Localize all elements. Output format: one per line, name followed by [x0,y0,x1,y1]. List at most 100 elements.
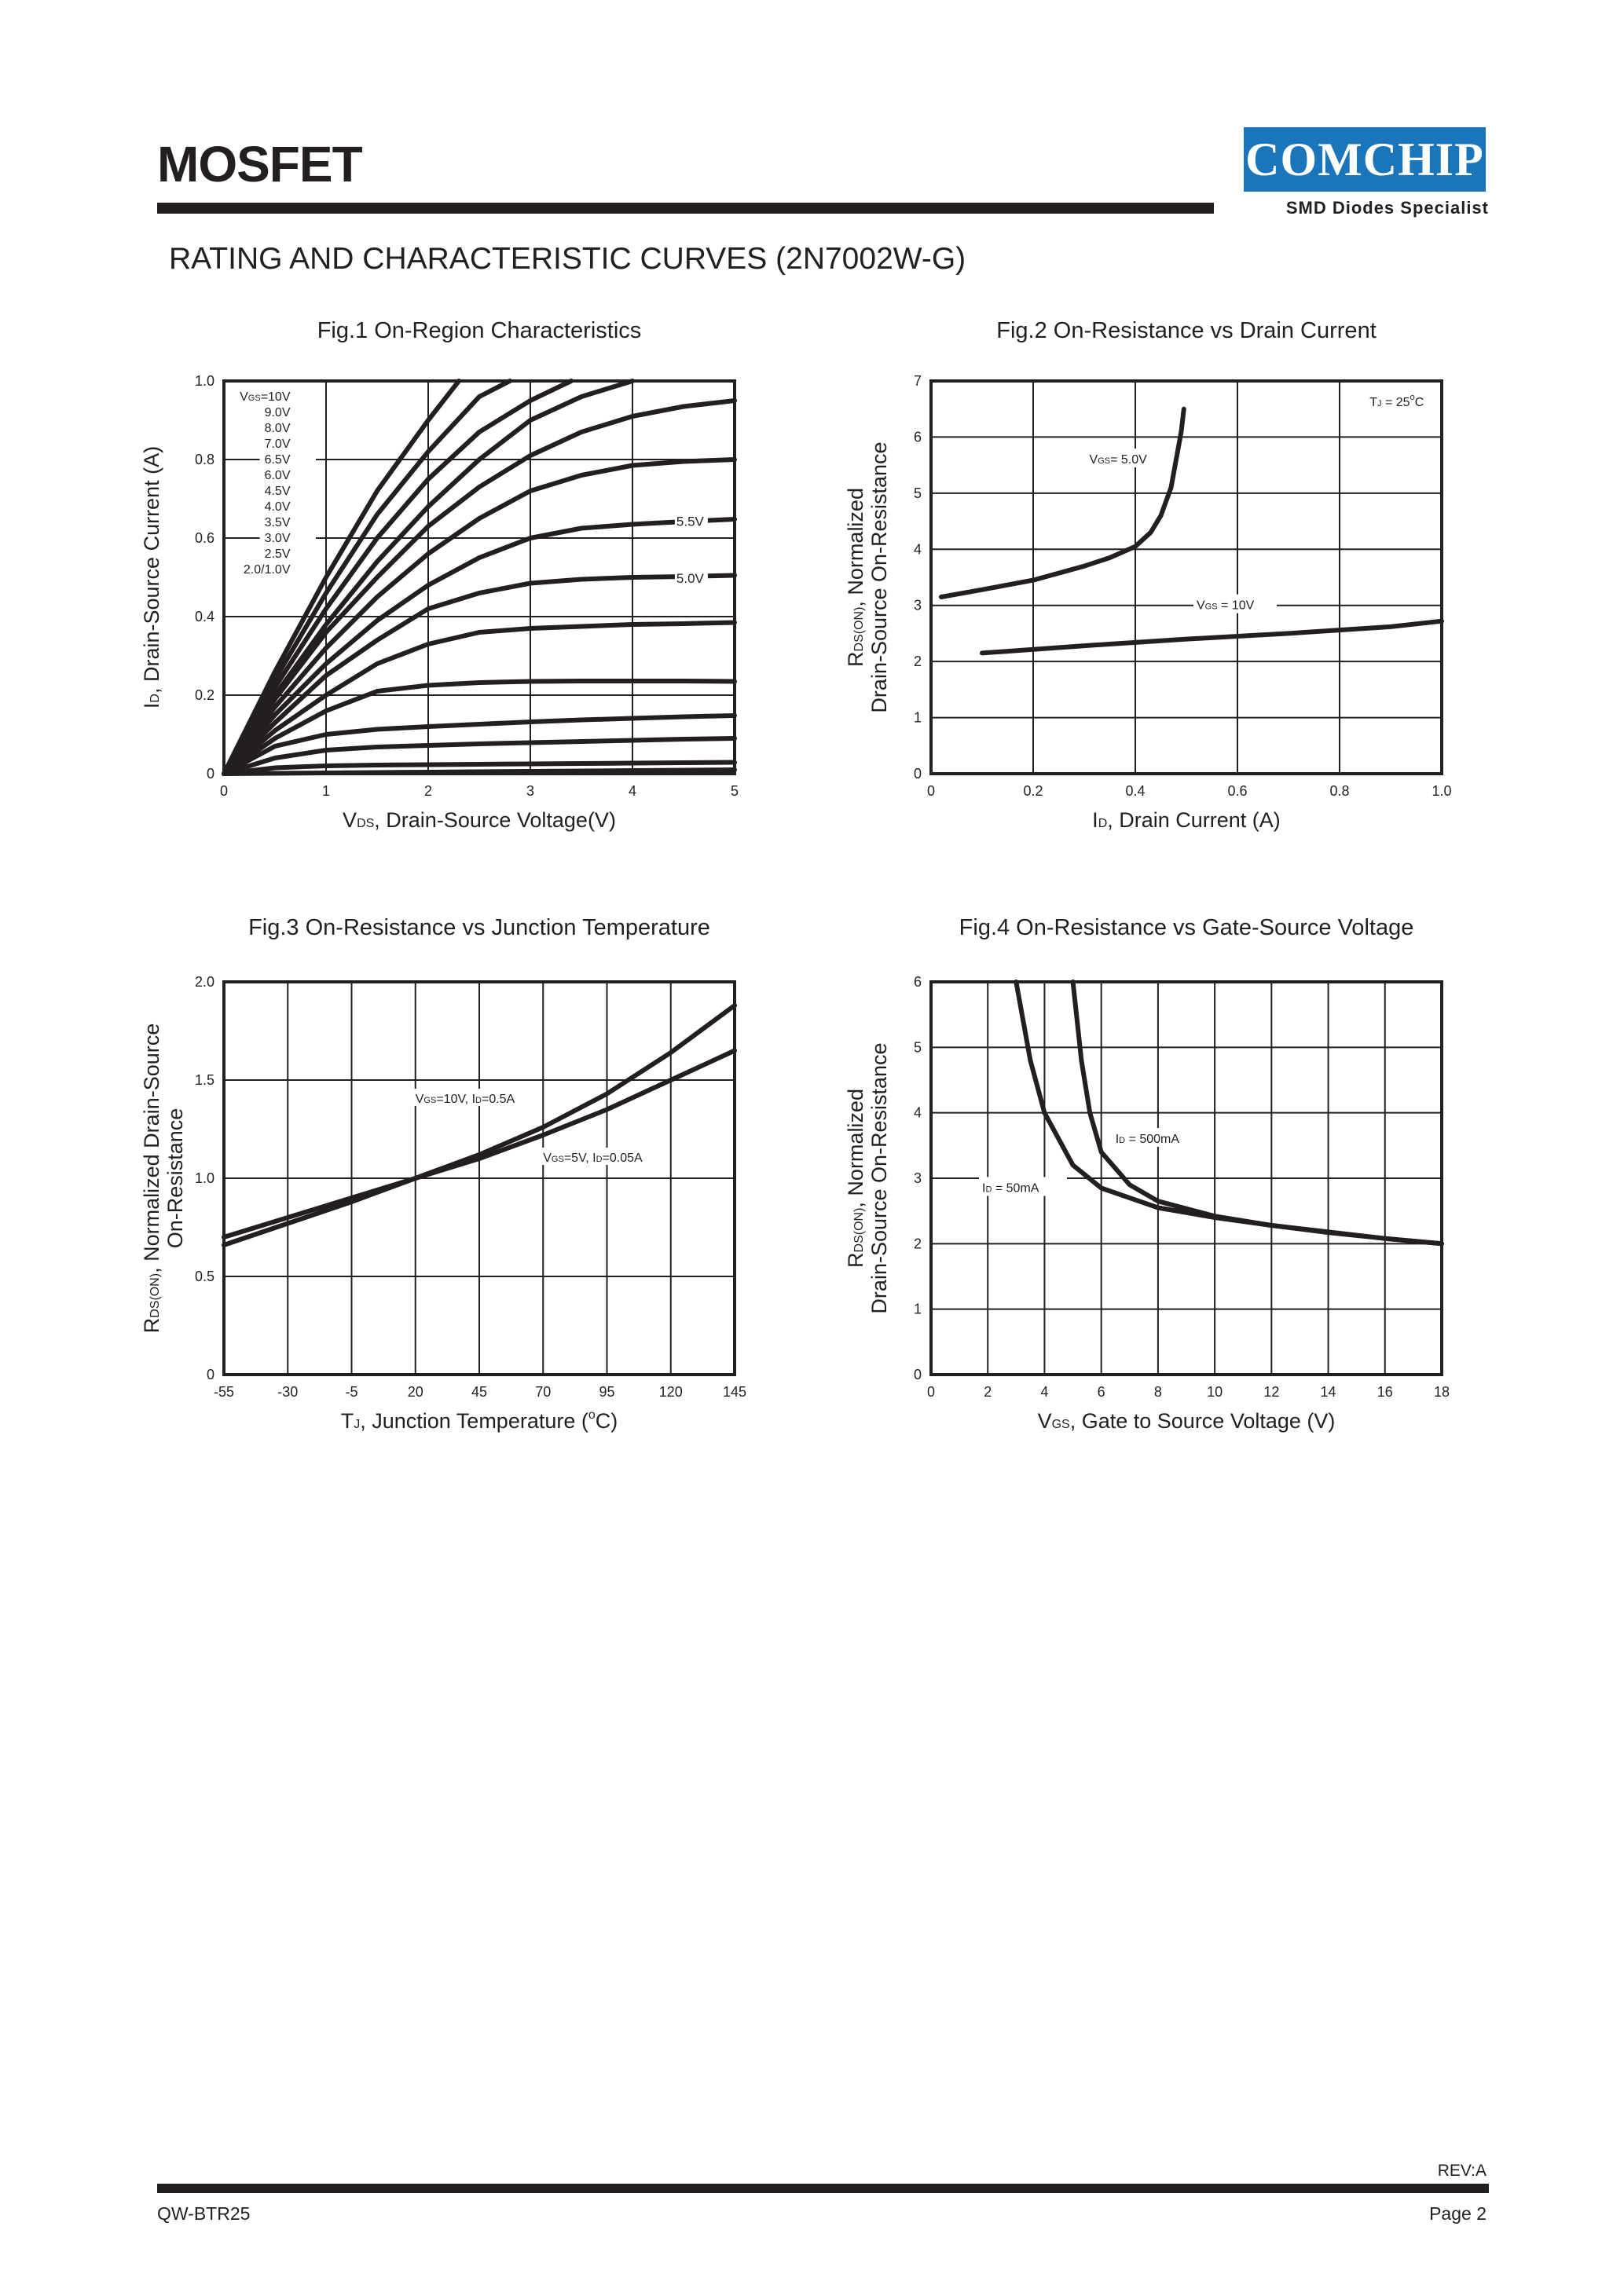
series-label-main: I [982,1182,985,1196]
revision-label: REV:A [1437,2162,1487,2180]
annotation-background [674,511,708,529]
x-axis-label-text: , Gate to Source Voltage (V) [1070,1409,1336,1433]
y-tick-label: 6 [914,429,922,445]
series-label: VGS=10V, ID=0.5A [416,1093,515,1106]
y-axis-label: RDS(ON), Normalized [844,488,867,667]
y-tick-label: 1.0 [195,373,214,389]
series-line [222,736,737,776]
series-line [222,517,737,776]
x-tick-label: 120 [659,1384,683,1400]
condition-unit: C [1415,396,1424,409]
x-axis-label-text: , Drain Current (A) [1107,808,1281,832]
series-label-text: =5V, I [564,1152,596,1165]
x-tick-label: 8 [1154,1384,1162,1400]
legend-entry: 3.0V [265,532,291,545]
company-logo: COMCHIP [1244,127,1486,192]
section-title: RATING AND CHARACTERISTIC CURVES (2N7002… [169,242,966,276]
legend-title-rest: =10V [261,390,291,404]
condition-degree: o [1410,393,1415,402]
series-label-subscript2: D [596,1155,603,1164]
x-axis-label: VGS, Gate to Source Voltage (V) [1038,1409,1336,1433]
y-tick-label: 7 [914,373,922,389]
series-label-background [1193,594,1277,613]
series-label-text: =10V, I [436,1093,475,1106]
y-axis-label-line2: Drain-Source On-Resistance [867,1042,891,1313]
x-tick-label: 0.8 [1329,783,1349,799]
y-axis-label-text: , Drain-Source Current (A) [140,446,163,694]
legend-entry: 2.5V [265,547,291,561]
condition-main: T [1369,396,1377,409]
series-label-text: = 10V [1218,599,1255,613]
legend-entry: 7.0V [265,438,291,451]
x-tick-label: 18 [1434,1384,1450,1400]
series-label-text: = 50mA [992,1182,1039,1196]
series-label-subscript: D [985,1185,992,1195]
x-tick-label: 0 [927,783,935,799]
y-axis-label: ID, Drain-Source Current (A) [140,446,163,709]
x-tick-label: 2 [424,783,432,799]
y-axis-label-line2: Drain-Source On-Resistance [867,441,891,712]
y-tick-label: 0.4 [195,609,214,624]
x-tick-label: 12 [1263,1384,1279,1400]
x-axis-label-subscript: GS [1052,1418,1070,1431]
page-title: MOSFET [157,136,363,192]
x-axis-label-subscript: DS [357,817,374,830]
legend-background [259,388,316,583]
legend-entry: 4.5V [265,485,291,498]
x-tick-label: -30 [277,1384,298,1400]
y-tick-label: 5 [914,485,922,501]
series-label-end: =0.05A [603,1152,643,1165]
y-axis-label-subscript: DS(ON) [148,1273,162,1318]
fig4-chart: Fig.4 On-Resistance vs Gate-Source Volta… [844,915,1450,1433]
y-tick-label: 1.0 [195,1170,214,1186]
x-axis-label-main: T [341,1409,354,1433]
legend-entry: 6.5V [265,453,291,467]
x-tick-label: 14 [1321,1384,1336,1400]
y-tick-label: 0 [207,766,214,782]
series-label-main: I [1116,1133,1119,1146]
x-axis-label-end: C) [596,1409,618,1433]
logo-text: COMCHIP [1245,134,1484,185]
x-axis-label-superscript: o [588,1408,596,1422]
x-tick-label: 20 [408,1384,423,1400]
series-label-main: V [1090,453,1098,467]
y-axis-label-subscript: D [148,694,162,703]
series-line [222,620,737,776]
series-annotation: 5.5V [676,514,705,529]
series-line [222,457,737,776]
y-axis-label-subscript: DS(ON) [852,607,866,652]
series-line [222,379,461,776]
plot-frame [929,980,1443,1376]
legend-entry: 2.0/1.0V [244,563,291,577]
y-tick-label: 3 [914,598,922,613]
x-tick-label: 1 [322,783,330,799]
series-label: VGS = 10V [1197,599,1255,613]
y-tick-label: 1 [914,1302,922,1317]
x-tick-label: 4 [1040,1384,1048,1400]
series-line [222,679,737,776]
x-axis-label: ID, Drain Current (A) [1092,808,1281,832]
fig2-chart: Fig.2 On-Resistance vs Drain Current 0 0.2… [844,318,1452,832]
y-tick-label: 0.6 [195,530,214,546]
y-tick-label: 0.8 [195,452,214,467]
series-label: VGS= 5.0V [1090,453,1148,467]
series-label-subscript: GS [552,1155,564,1164]
x-tick-label: 6 [1098,1384,1105,1400]
x-axis-label-main: I [1092,808,1098,832]
page-number: Page 2 [1429,2203,1487,2224]
footer-divider [157,2184,1489,2193]
series-line [222,379,635,776]
series-label-text: = 5.0V [1110,453,1147,467]
x-tick-label: 145 [723,1384,746,1400]
x-tick-label: 5 [731,783,739,799]
y-tick-label: 2 [914,1236,922,1251]
x-axis-label: TJ, Junction Temperature (oC) [341,1408,618,1433]
legend-entry: 4.0V [265,500,291,514]
series-label-subscript: GS [1098,456,1110,466]
y-tick-label: 2.0 [195,974,214,990]
x-tick-label: 4 [629,783,636,799]
y-tick-label: 1 [914,710,922,726]
y-axis-label-text: , Normalized Drain-Source [140,1023,163,1273]
series-line [222,1003,737,1247]
x-tick-label: 16 [1377,1384,1393,1400]
